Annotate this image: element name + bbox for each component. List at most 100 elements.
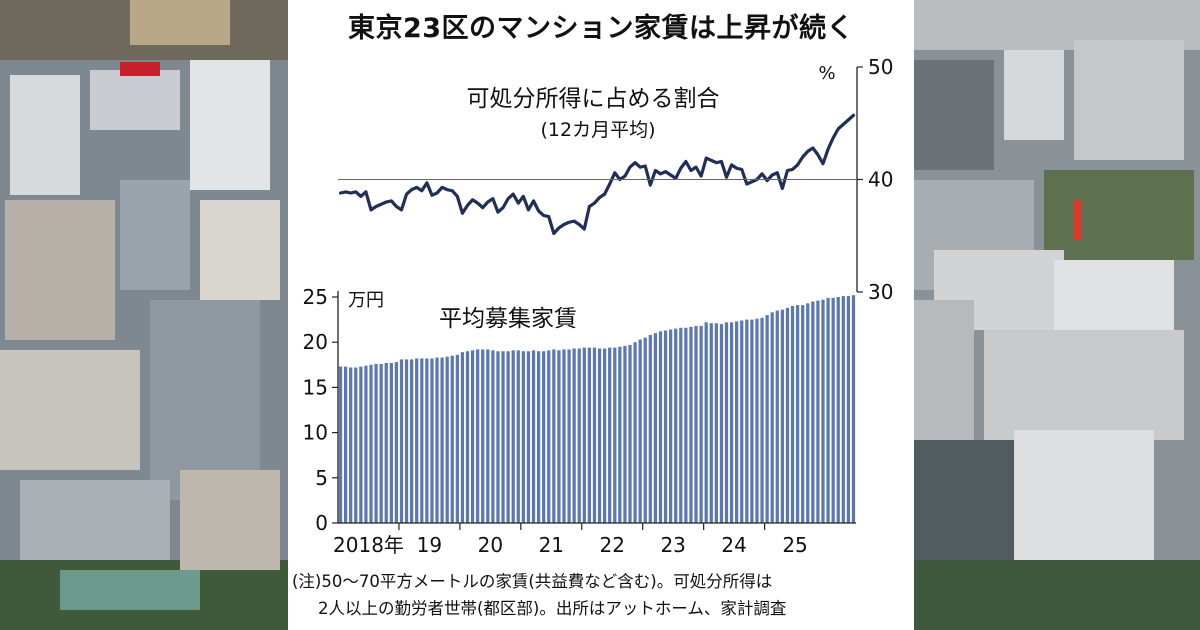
bar (679, 327, 683, 523)
bar (724, 322, 729, 523)
bar (785, 307, 790, 523)
bar (476, 349, 480, 523)
bar (536, 351, 541, 523)
bar (359, 366, 363, 523)
bar (582, 347, 586, 523)
bar (699, 325, 703, 523)
bar (795, 305, 800, 523)
bar (674, 328, 678, 523)
chart-svg: 可処分所得に占める割合 (12カ月平均) % 平均募集家賃 万円 0 5 10 15 2… (303, 55, 894, 557)
bar (567, 349, 571, 523)
bar (602, 348, 607, 523)
bar (653, 333, 658, 523)
bar (552, 349, 556, 523)
line-chart-title: 可処分所得に占める割合 (467, 86, 720, 112)
bar (841, 296, 845, 523)
footnote-line-1: (注)50〜70平方メートルの家賃(共益費など含む)。可処分所得は (292, 572, 773, 591)
bar (577, 348, 581, 523)
bar (760, 317, 764, 523)
line-y-tick-label: 50 (868, 55, 893, 79)
bar (658, 331, 663, 523)
bar (592, 347, 597, 523)
bar (435, 357, 439, 523)
bar (750, 319, 754, 523)
bar (780, 309, 784, 523)
bar (770, 312, 774, 523)
bar (740, 320, 744, 523)
bar (450, 355, 454, 523)
city-photo-right (914, 0, 1200, 630)
bar (491, 350, 495, 523)
bar (597, 348, 602, 523)
line-y-tick-label: 40 (868, 168, 893, 192)
bar (415, 358, 419, 523)
bar (501, 351, 505, 523)
bar (694, 325, 698, 523)
bar (821, 299, 825, 523)
bar (440, 357, 444, 523)
bar-y-tick-label: 25 (303, 285, 328, 309)
x-tick-label: 24 (721, 533, 746, 557)
bar-y-tick-label: 20 (303, 330, 328, 354)
bar-y-tick-label: 15 (303, 375, 328, 399)
bar (648, 334, 652, 523)
chart-panel: 東京23区のマンション家賃は上昇が続く 可処分所得に占める割合 (12カ月平均)… (288, 0, 914, 630)
bar-y-tick-label: 10 (303, 421, 328, 445)
bar (765, 315, 769, 523)
bar (399, 359, 404, 523)
bar (486, 349, 490, 523)
bar (669, 329, 673, 523)
bar (719, 324, 724, 523)
bar (806, 303, 810, 523)
bar (562, 349, 566, 523)
line-y-tick-label: 30 (868, 280, 893, 304)
city-photo-left (0, 0, 288, 630)
bar (572, 348, 576, 523)
bar (374, 363, 378, 523)
footnote-line-2: 2人以上の勤労者世帯(都区部)。出所はアットホーム、家計調査 (318, 599, 787, 618)
bar (735, 321, 739, 523)
bar (547, 350, 551, 523)
bar (709, 323, 713, 523)
bar (410, 359, 414, 523)
bar (628, 344, 632, 523)
line-chart-subtitle: (12カ月平均) (540, 119, 655, 141)
bar (643, 337, 647, 523)
x-tick-label: 20 (478, 533, 503, 557)
bar-y-tick-label: 5 (315, 466, 328, 490)
bar (587, 347, 592, 523)
bar (638, 339, 642, 523)
bar-y-tick-label: 0 (315, 511, 328, 535)
bar (623, 345, 627, 523)
line-chart-unit: % (818, 63, 835, 84)
bar (851, 295, 856, 523)
bar (338, 366, 343, 523)
bar (689, 326, 693, 523)
bar (455, 354, 459, 523)
bar (349, 367, 353, 523)
bar (420, 358, 424, 523)
x-tick-label: 21 (539, 533, 564, 557)
bar-chart-unit: 万円 (348, 290, 384, 311)
bar (704, 322, 708, 523)
bar (425, 358, 429, 523)
bar (465, 351, 470, 523)
bar (430, 358, 434, 523)
bar (394, 362, 399, 523)
bar (557, 350, 561, 523)
bar (755, 318, 759, 523)
bar-chart-title: 平均募集家賃 (439, 306, 577, 332)
bar (663, 330, 668, 523)
bar (354, 367, 358, 523)
bar (613, 347, 617, 523)
x-tick-label: 23 (660, 533, 685, 557)
bar (460, 352, 465, 523)
bar (521, 351, 525, 523)
bar (481, 349, 485, 523)
bar (496, 351, 500, 523)
bar (714, 323, 718, 523)
footnote: (注)50〜70平方メートルの家賃(共益費など含む)。可処分所得は 2人以上の勤… (292, 568, 912, 622)
x-tick-label: 25 (782, 533, 807, 557)
bar (369, 364, 373, 523)
bar (846, 296, 851, 523)
